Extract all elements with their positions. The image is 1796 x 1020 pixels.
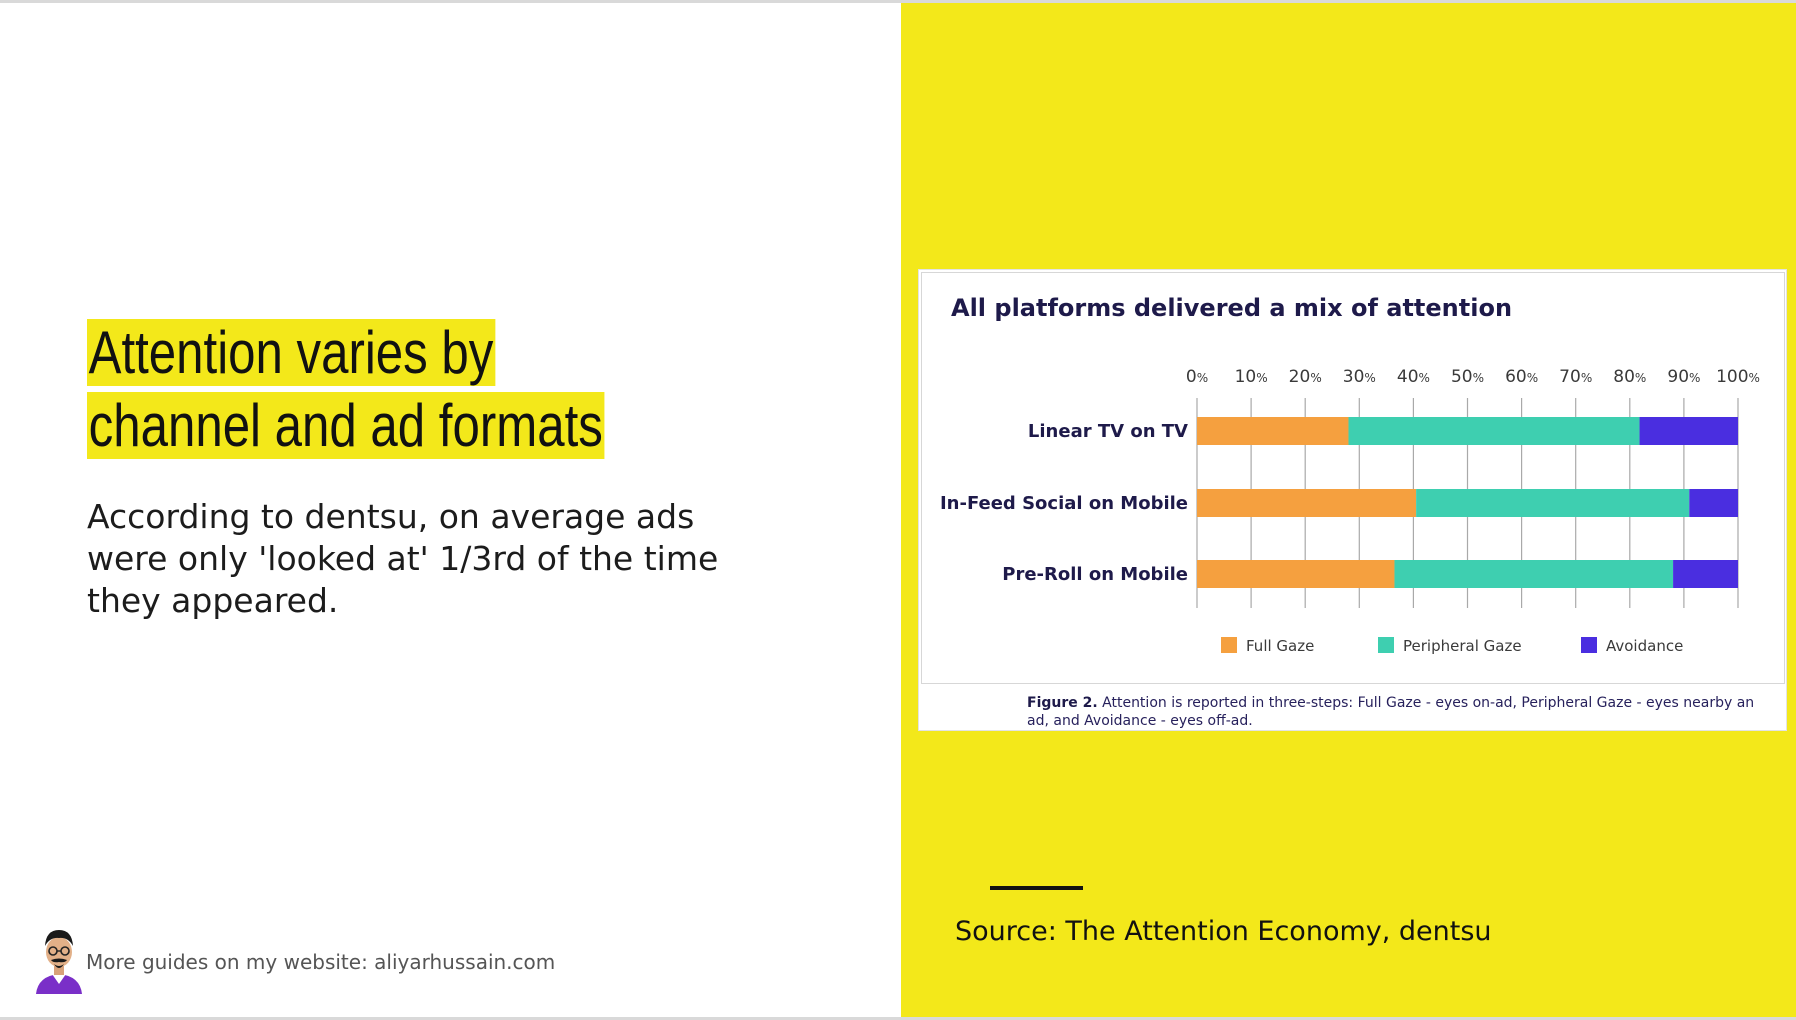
- x-tick-label-80: 80%: [1613, 367, 1646, 387]
- x-tick-label-40: 40%: [1397, 367, 1430, 387]
- bar-peripheral-gaze: [1416, 489, 1690, 517]
- category-label: Linear TV on TV: [1028, 421, 1188, 442]
- x-tick-label-30: 30%: [1343, 367, 1376, 387]
- legend-swatch-avoidance: [1581, 637, 1597, 653]
- category-label: In-Feed Social on Mobile: [940, 493, 1188, 514]
- x-tick-label-20: 20%: [1289, 367, 1322, 387]
- figure-caption-label: Figure 2.: [1027, 695, 1098, 711]
- legend-label-full-gaze: Full Gaze: [1246, 637, 1314, 655]
- x-tick-label-0: 0%: [1186, 367, 1208, 387]
- bar-avoidance: [1639, 417, 1738, 445]
- bar-peripheral-gaze: [1394, 560, 1674, 588]
- left-panel: [0, 3, 901, 1017]
- bar-full-gaze: [1197, 417, 1349, 445]
- bar-avoidance: [1689, 489, 1738, 517]
- legend-label-avoidance: Avoidance: [1606, 637, 1683, 655]
- x-tick-label-50: 50%: [1451, 367, 1484, 387]
- source-divider: [990, 886, 1083, 890]
- x-tick-label-90: 90%: [1667, 367, 1700, 387]
- legend-label-peripheral-gaze: Peripheral Gaze: [1403, 637, 1522, 655]
- bar-full-gaze: [1197, 560, 1395, 588]
- slide-body-text: According to dentsu, on average ads were…: [87, 497, 719, 620]
- category-label: Pre-Roll on Mobile: [1002, 564, 1188, 585]
- bar-full-gaze: [1197, 489, 1417, 517]
- source-text: Source: The Attention Economy, dentsu: [955, 916, 1492, 947]
- top-border: [0, 0, 1796, 3]
- chart-frame: [921, 272, 1785, 684]
- bar-peripheral-gaze: [1348, 417, 1640, 445]
- bar-avoidance: [1673, 560, 1738, 588]
- x-tick-label-60: 60%: [1505, 367, 1538, 387]
- legend-swatch-full-gaze: [1221, 637, 1237, 653]
- slide-title-text: Attention varies by channel and ad forma…: [87, 319, 605, 459]
- figure-caption: Figure 2. Attention is reported in three…: [1027, 694, 1777, 730]
- stacked-bar-chart: 0% 10% 20% 30% 40% 50% 60% 70% 80% 90% 100% Linear …: [940, 367, 1760, 655]
- x-tick-label-10: 10%: [1235, 367, 1268, 387]
- author-avatar: [36, 930, 82, 994]
- bottom-border: [0, 1017, 1796, 1020]
- chart-title: All platforms delivered a mix of attenti…: [951, 294, 1513, 322]
- x-tick-label-70: 70%: [1559, 367, 1592, 387]
- figure-caption-text: Attention is reported in three-steps: Fu…: [1027, 695, 1755, 729]
- slide-title: Attention varies by channel and ad forma…: [87, 316, 677, 462]
- footer-website-text: More guides on my website: aliyarhussain…: [86, 950, 556, 974]
- x-tick-label-100: 100%: [1716, 367, 1760, 387]
- legend-swatch-peripheral-gaze: [1378, 637, 1394, 653]
